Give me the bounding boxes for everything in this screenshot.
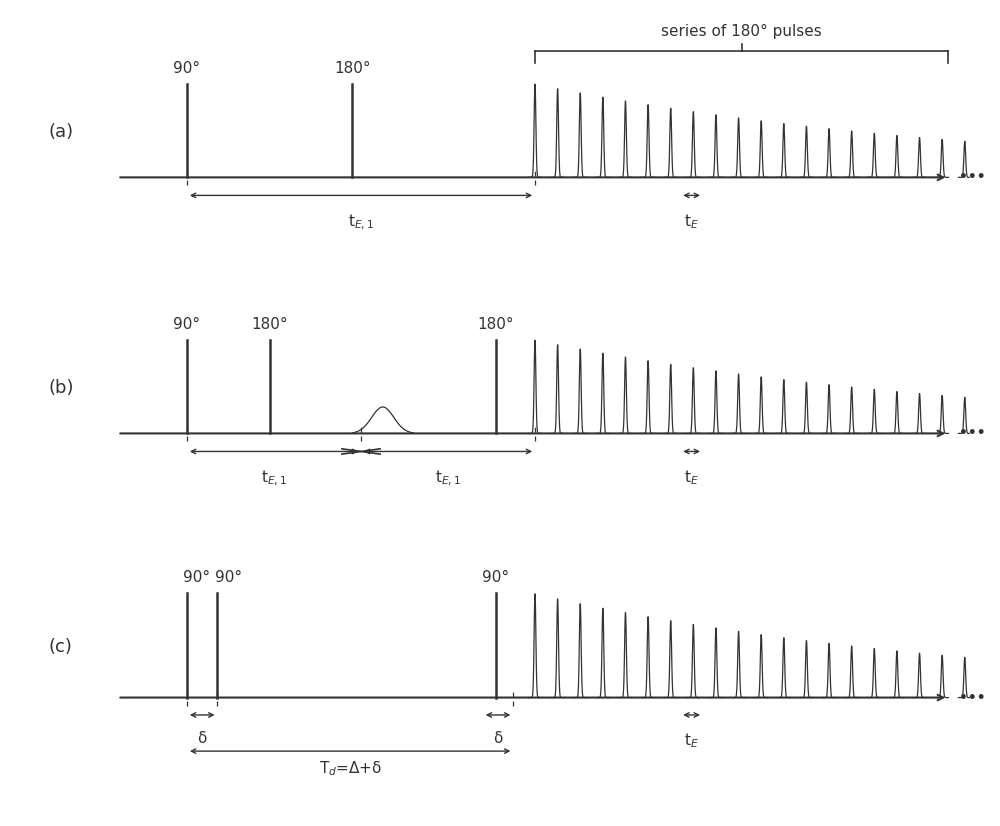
Text: •••: •••: [959, 691, 985, 705]
Text: t$_{E,1}$: t$_{E,1}$: [348, 212, 374, 231]
Text: 90°: 90°: [173, 317, 201, 332]
Text: t$_E$: t$_E$: [684, 468, 699, 487]
Text: series of 180° pulses: series of 180° pulses: [661, 24, 822, 39]
Text: •••: •••: [959, 426, 985, 440]
Text: 180°: 180°: [478, 317, 514, 332]
Text: 90°: 90°: [173, 61, 201, 76]
Text: (b): (b): [48, 378, 74, 396]
Text: T$_d$=Δ+δ: T$_d$=Δ+δ: [319, 759, 382, 778]
Text: (c): (c): [49, 638, 73, 656]
Text: t$_{E,1}$: t$_{E,1}$: [435, 468, 461, 487]
Text: δ: δ: [198, 731, 207, 746]
Text: t$_E$: t$_E$: [684, 212, 699, 231]
Text: 180°: 180°: [251, 317, 288, 332]
Text: δ: δ: [493, 731, 503, 746]
Text: 180°: 180°: [334, 61, 371, 76]
Text: (a): (a): [48, 122, 73, 140]
Text: 90° 90°: 90° 90°: [183, 570, 242, 585]
Text: 90°: 90°: [482, 570, 509, 585]
Text: •••: •••: [959, 170, 985, 184]
Text: t$_E$: t$_E$: [684, 731, 699, 750]
Text: t$_{E,1}$: t$_{E,1}$: [261, 468, 287, 487]
